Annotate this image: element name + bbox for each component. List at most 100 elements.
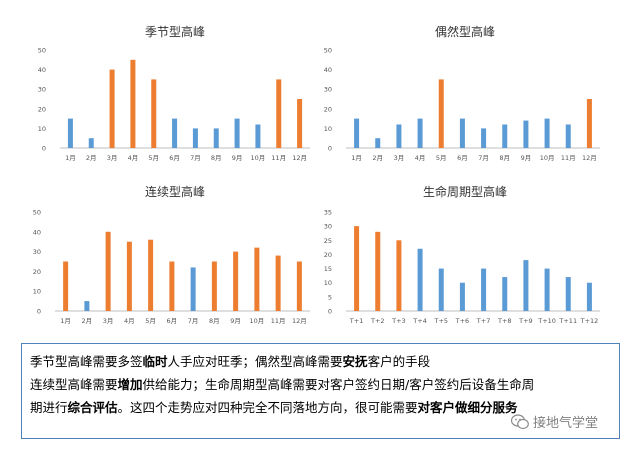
x-tick-label: 10月 — [249, 317, 264, 325]
x-tick-label: 6月 — [169, 154, 180, 162]
x-tick-label: 1月 — [60, 317, 71, 325]
x-tick-label: 2月 — [372, 154, 383, 162]
x-tick-label: 10月 — [540, 154, 555, 162]
chart-title: 偶然型高峰 — [435, 24, 495, 39]
wechat-icon — [511, 413, 529, 429]
chart-title: 季节型高峰 — [145, 24, 205, 39]
bar — [586, 282, 592, 311]
x-tick-label: 3月 — [394, 154, 405, 162]
y-tick-label: 20 — [38, 105, 46, 113]
x-tick-label: 1月 — [65, 154, 76, 162]
y-tick-label: 20 — [33, 268, 41, 276]
y-tick-label: 30 — [324, 86, 332, 94]
bar — [148, 239, 154, 311]
bar — [63, 261, 69, 311]
y-tick-label: 40 — [38, 66, 46, 74]
x-tick-label: T+8 — [497, 317, 512, 325]
bar — [84, 301, 90, 311]
y-tick-label: 50 — [324, 47, 332, 55]
bar — [544, 268, 550, 311]
note-text: 客户的手段 — [367, 354, 431, 369]
x-tick-label: 6月 — [167, 317, 178, 325]
bar — [523, 120, 529, 148]
y-tick-label: 0 — [328, 145, 332, 153]
bar — [88, 138, 94, 148]
x-tick-label: 2月 — [86, 154, 97, 162]
x-tick-label: T+4 — [412, 317, 427, 325]
bar — [276, 79, 282, 148]
bar — [297, 99, 303, 148]
x-tick-label: 9月 — [230, 317, 241, 325]
x-tick-label: 1月 — [351, 154, 362, 162]
bar — [130, 59, 136, 148]
bar — [192, 128, 198, 148]
bar — [586, 99, 592, 148]
x-tick-label: 11月 — [271, 317, 286, 325]
bar — [417, 118, 423, 148]
x-tick-label: T+6 — [455, 317, 470, 325]
x-tick-label: 4月 — [124, 317, 135, 325]
y-tick-label: 20 — [324, 105, 332, 113]
bar — [396, 240, 402, 311]
bar — [126, 241, 132, 311]
chart-title: 连续型高峰 — [145, 184, 205, 199]
x-tick-label: 8月 — [209, 317, 220, 325]
note-emphasis: 增加 — [117, 377, 143, 392]
x-tick-label: T+10 — [537, 317, 556, 325]
bar — [544, 118, 550, 148]
x-tick-label: T+12 — [580, 317, 599, 325]
x-tick-label: T+3 — [391, 317, 406, 325]
bar — [169, 261, 175, 311]
note-text: 连续型高峰需要 — [30, 377, 118, 392]
x-tick-label: 4月 — [128, 154, 139, 162]
bar — [502, 277, 508, 311]
x-tick-label: 5月 — [148, 154, 159, 162]
bar — [481, 128, 487, 148]
y-tick-label: 30 — [38, 86, 46, 94]
watermark: 接地气学堂 — [511, 412, 598, 431]
note-text: 。这四个走势应对四种完全不同落地方向，很可能需要 — [117, 400, 418, 415]
y-tick-label: 10 — [324, 125, 332, 133]
x-tick-label: 11月 — [271, 154, 286, 162]
note-line-1: 季节型高峰需要多签临时人手应对旺季；偶然型高峰需要安抚客户的手段 — [30, 350, 611, 373]
chart-2: 偶然型高峰 0 10 20 30 40 50 1月 2月 3月 4月 5月 6月 7月 8月 9月 10月 11月… — [324, 24, 600, 162]
bar — [354, 226, 360, 311]
y-tick-label: 0 — [328, 308, 332, 316]
x-tick-label: 12月 — [292, 317, 307, 325]
note-line-2: 连续型高峰需要增加供给能力；生命周期型高峰需要对客户签约日期/客户签约后设备生命… — [30, 373, 611, 396]
bar — [234, 118, 240, 148]
bar — [172, 118, 178, 148]
x-tick-label: 12月 — [582, 154, 597, 162]
watermark-text: 接地气学堂 — [533, 416, 599, 431]
x-tick-label: 10月 — [251, 154, 266, 162]
x-tick-label: 5月 — [145, 317, 156, 325]
y-tick-label: 50 — [38, 47, 46, 55]
bar — [151, 79, 157, 148]
x-tick-label: 2月 — [82, 317, 93, 325]
note-text: 季节型高峰需要多签 — [30, 354, 143, 369]
x-tick-label: T+11 — [558, 317, 577, 325]
x-tick-label: 5月 — [436, 154, 447, 162]
bar — [565, 277, 571, 311]
bar — [459, 118, 465, 148]
note-line-3: 期进行综合评估。这四个走势应对四种完全不同落地方向，很可能需要对客户做细分服务 — [30, 396, 611, 419]
chart-title: 生命周期型高峰 — [423, 184, 507, 199]
bar — [396, 124, 402, 148]
note-emphasis: 综合评估 — [67, 400, 118, 415]
bar — [459, 282, 465, 311]
x-tick-label: 9月 — [521, 154, 532, 162]
x-tick-label: 11月 — [561, 154, 576, 162]
bar — [375, 138, 381, 148]
note-emphasis: 安抚 — [342, 354, 368, 369]
x-tick-label: 12月 — [292, 154, 307, 162]
x-tick-label: T+7 — [476, 317, 491, 325]
y-tick-label: 15 — [324, 265, 332, 273]
x-tick-label: 4月 — [415, 154, 426, 162]
x-tick-label: T+1 — [349, 317, 364, 325]
note-emphasis: 临时 — [142, 354, 168, 369]
bar — [375, 231, 381, 311]
summary-note: 季节型高峰需要多签临时人手应对旺季；偶然型高峰需要安抚客户的手段 连续型高峰需要… — [21, 343, 620, 439]
bar — [109, 69, 115, 148]
